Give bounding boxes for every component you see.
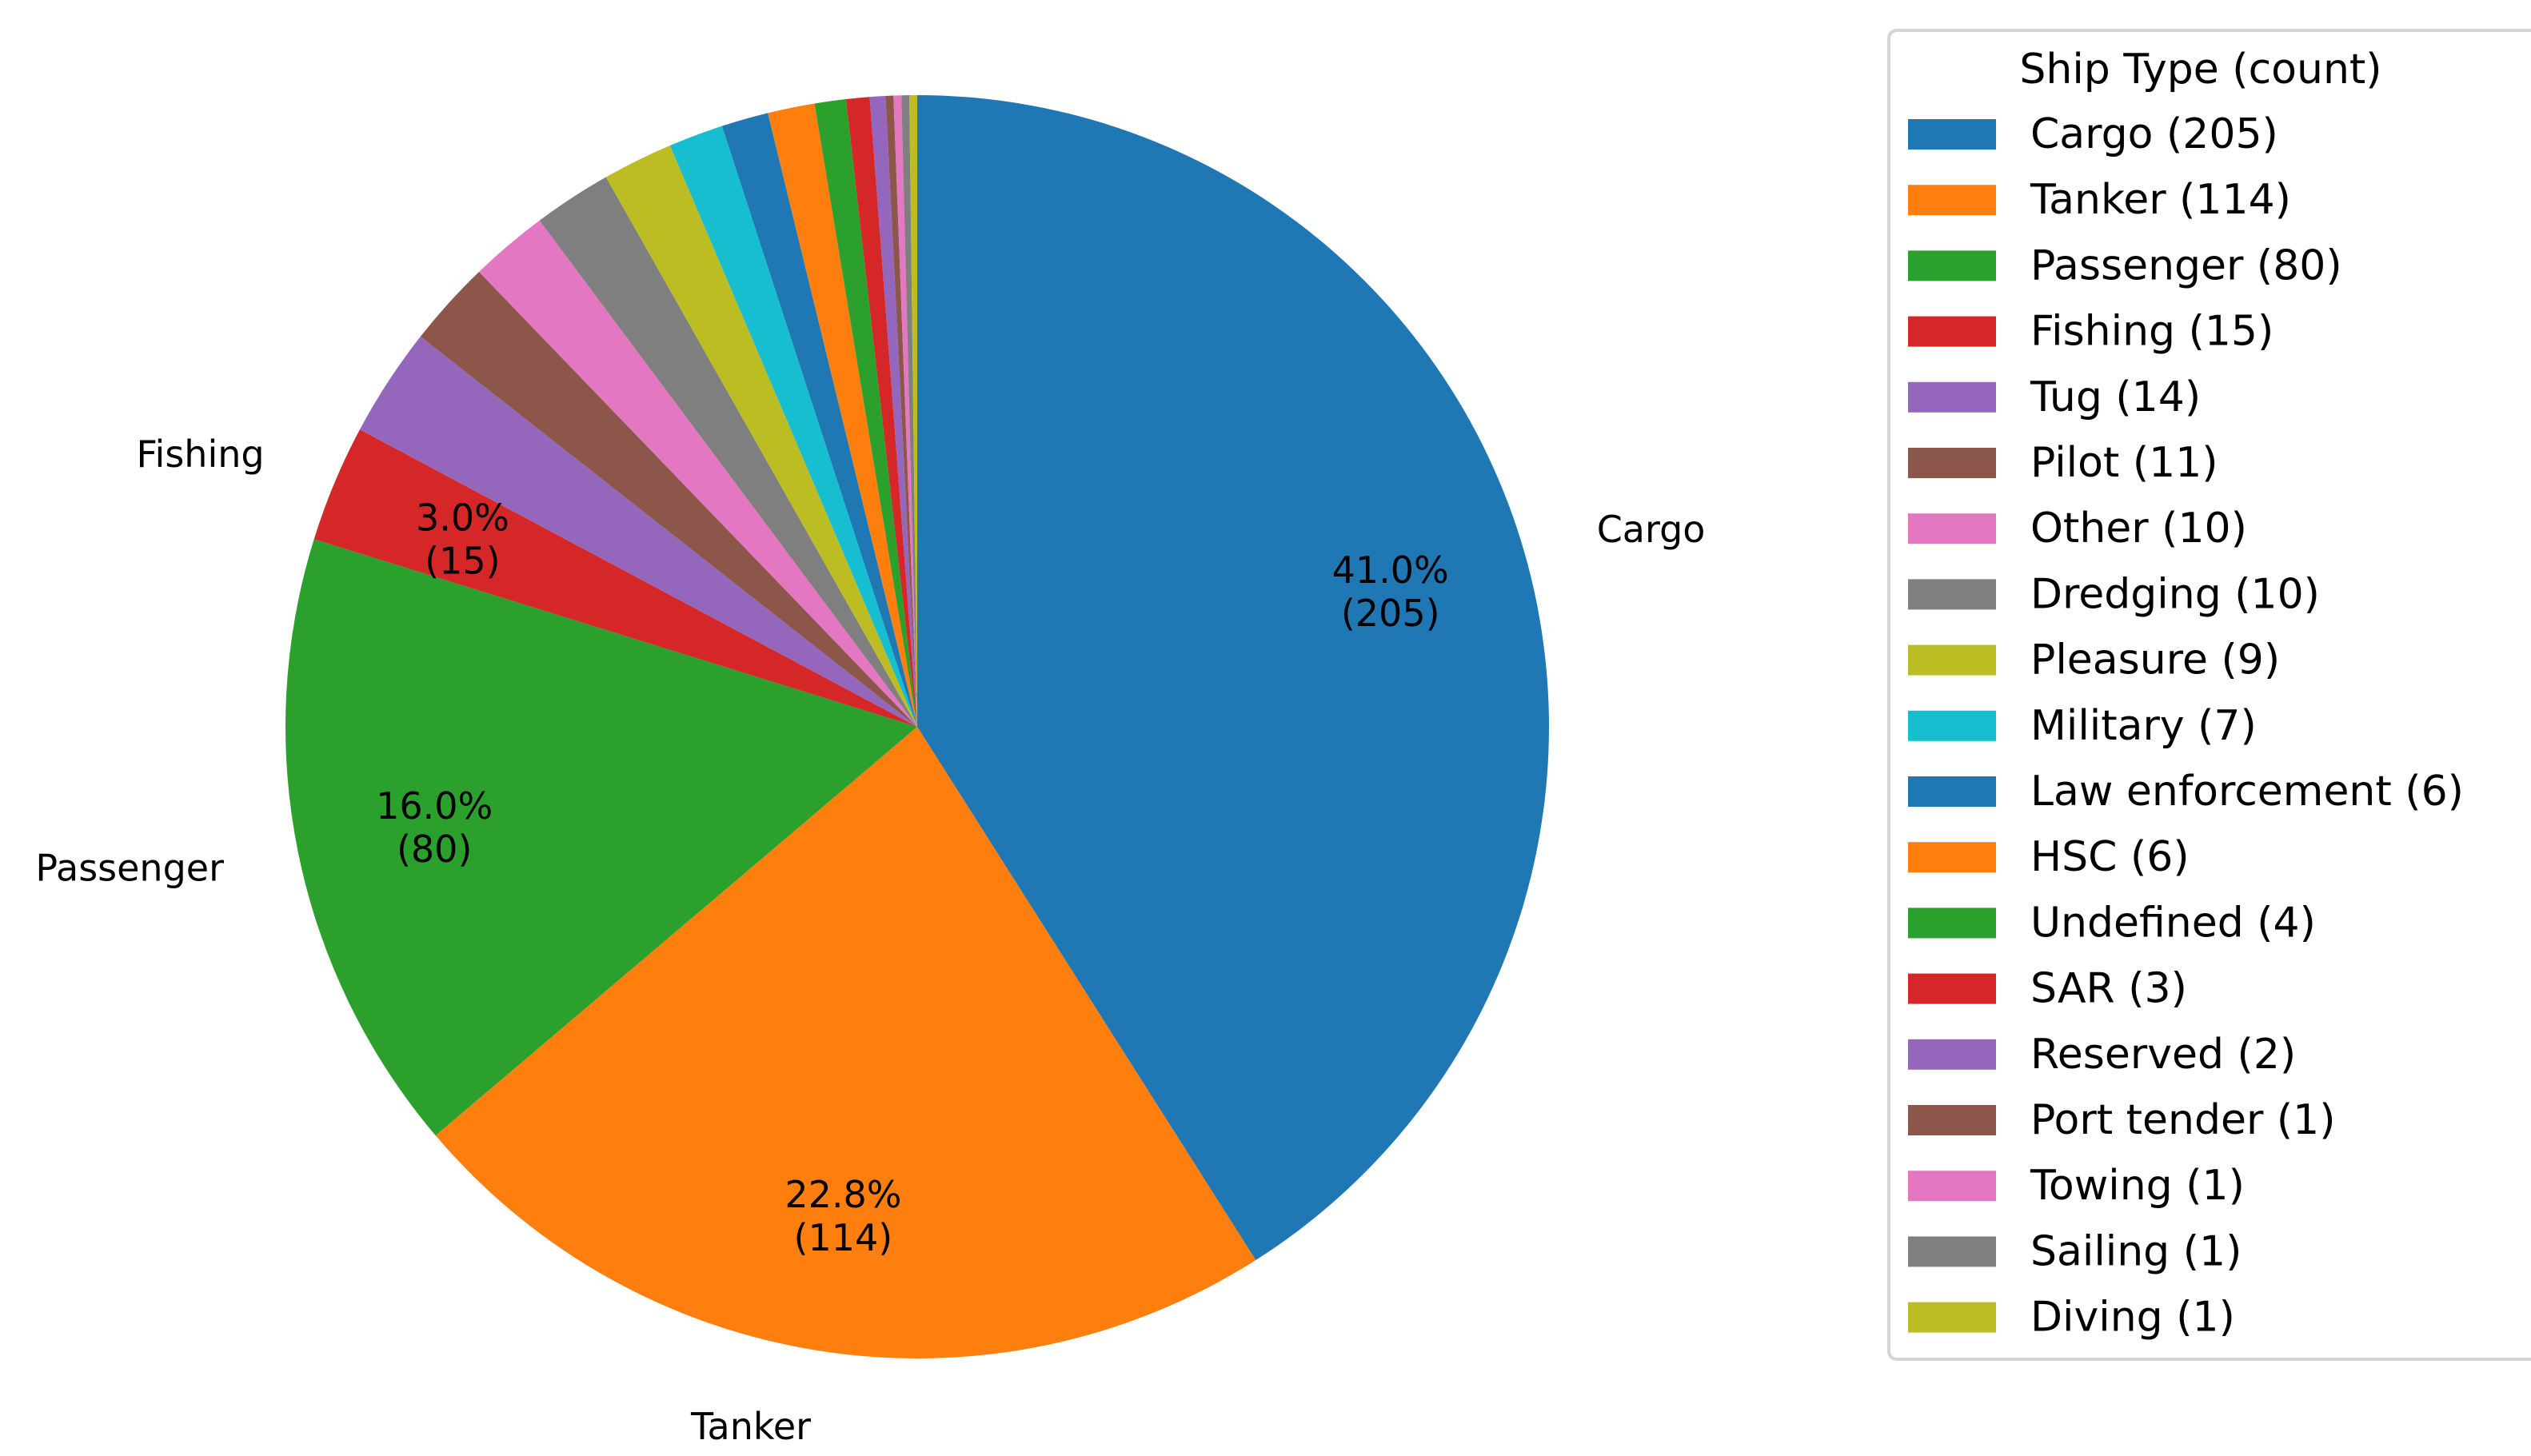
legend-swatch-pleasure — [1908, 644, 1996, 676]
pie-slices — [285, 94, 1549, 1358]
count-label-cargo: (205) — [1341, 592, 1440, 635]
legend: Ship Type (count) Cargo (205) Tanker (114… — [1887, 29, 2531, 1361]
legend-label-cargo: Cargo (205) — [2030, 110, 2278, 158]
legend-title: Ship Type (count) — [2019, 46, 2381, 94]
legend-label-pilot: Pilot (11) — [2030, 439, 2218, 487]
legend-swatch-fishing — [1908, 316, 1996, 347]
legend-label-other: Other (10) — [2030, 505, 2247, 552]
legend-label-undefined: Undefined (4) — [2030, 899, 2316, 947]
legend-swatch-towing — [1908, 1171, 1996, 1202]
legend-swatch-tanker — [1908, 185, 1996, 216]
legend-swatch-hsc — [1908, 842, 1996, 873]
percent-label-cargo: 41.0% — [1332, 548, 1449, 592]
slice-passenger — [285, 539, 917, 1136]
legend-label-port-tender: Port tender (1) — [2030, 1096, 2336, 1144]
slice-pleasure — [605, 146, 917, 727]
slice-undefined — [814, 99, 917, 728]
slice-law-enforcement — [721, 113, 917, 727]
legend-swatch-pilot — [1908, 448, 1996, 478]
outer-labels: Cargo Tanker Passenger Fishing — [35, 433, 1705, 1448]
slice-sar — [845, 97, 917, 728]
legend-swatch-passenger — [1908, 250, 1996, 281]
legend-label-military: Military (7) — [2030, 702, 2257, 750]
slice-towing — [893, 95, 917, 727]
count-label-passenger: (80) — [397, 828, 472, 871]
slice-fishing — [313, 429, 917, 727]
legend-items: Cargo (205) Tanker (114) Passenger (80) Fis… — [1908, 110, 2464, 1342]
legend-swatch-law-enforcement — [1908, 776, 1996, 807]
legend-label-sar: SAR (3) — [2030, 965, 2187, 1013]
outer-label-cargo: Cargo — [1597, 508, 1706, 551]
count-label-tanker: (114) — [794, 1216, 893, 1259]
legend-swatch-undefined — [1908, 908, 1996, 939]
legend-swatch-port-tender — [1908, 1105, 1996, 1135]
slice-hsc — [768, 103, 917, 727]
outer-label-tanker: Tanker — [690, 1405, 811, 1448]
legend-swatch-reserved — [1908, 1039, 1996, 1070]
legend-label-towing: Towing (1) — [2030, 1162, 2245, 1210]
slice-reserved — [869, 96, 917, 727]
outer-label-passenger: Passenger — [35, 847, 224, 890]
legend-swatch-diving — [1908, 1302, 1996, 1333]
slice-diving — [909, 94, 917, 727]
legend-label-passenger: Passenger (80) — [2030, 241, 2342, 289]
legend-label-tanker: Tanker (114) — [2030, 176, 2291, 224]
slice-other — [479, 220, 917, 727]
legend-label-pleasure: Pleasure (9) — [2030, 636, 2280, 684]
slice-dredging — [539, 177, 917, 728]
percent-label-tanker: 22.8% — [784, 1173, 901, 1216]
outer-label-fishing: Fishing — [136, 433, 264, 476]
legend-swatch-tug — [1908, 381, 1996, 413]
legend-swatch-cargo — [1908, 119, 1996, 150]
legend-label-reserved: Reserved (2) — [2030, 1031, 2296, 1079]
slice-military — [669, 126, 917, 728]
legend-swatch-sar — [1908, 973, 1996, 1004]
legend-swatch-other — [1908, 513, 1996, 545]
legend-label-fishing: Fishing (15) — [2030, 308, 2274, 356]
slice-port-tender — [885, 95, 917, 727]
slice-cargo — [917, 95, 1549, 1261]
legend-label-diving: Diving (1) — [2030, 1294, 2235, 1342]
legend-label-law-enforcement: Law enforcement (6) — [2030, 768, 2464, 816]
legend-swatch-sailing — [1908, 1236, 1996, 1267]
slice-tanker — [435, 727, 1256, 1358]
slice-tug — [359, 336, 917, 727]
percent-label-passenger: 16.0% — [376, 784, 493, 828]
percent-labels: 41.0%(205) 22.8%(114) 16.0%(80) 3.0%(15) — [376, 496, 1449, 1259]
legend-frame — [1887, 29, 2531, 1361]
legend-label-tug: Tug (14) — [2030, 373, 2201, 421]
legend-label-dredging: Dredging (10) — [2030, 570, 2320, 618]
percent-label-fishing: 3.0% — [416, 496, 509, 539]
legend-swatch-military — [1908, 710, 1996, 741]
count-label-fishing: (15) — [425, 539, 500, 582]
legend-label-hsc: HSC (6) — [2030, 833, 2190, 881]
legend-swatch-dredging — [1908, 579, 1996, 610]
slice-pilot — [420, 271, 917, 728]
slice-sailing — [901, 95, 917, 727]
legend-label-sailing: Sailing (1) — [2030, 1227, 2242, 1275]
